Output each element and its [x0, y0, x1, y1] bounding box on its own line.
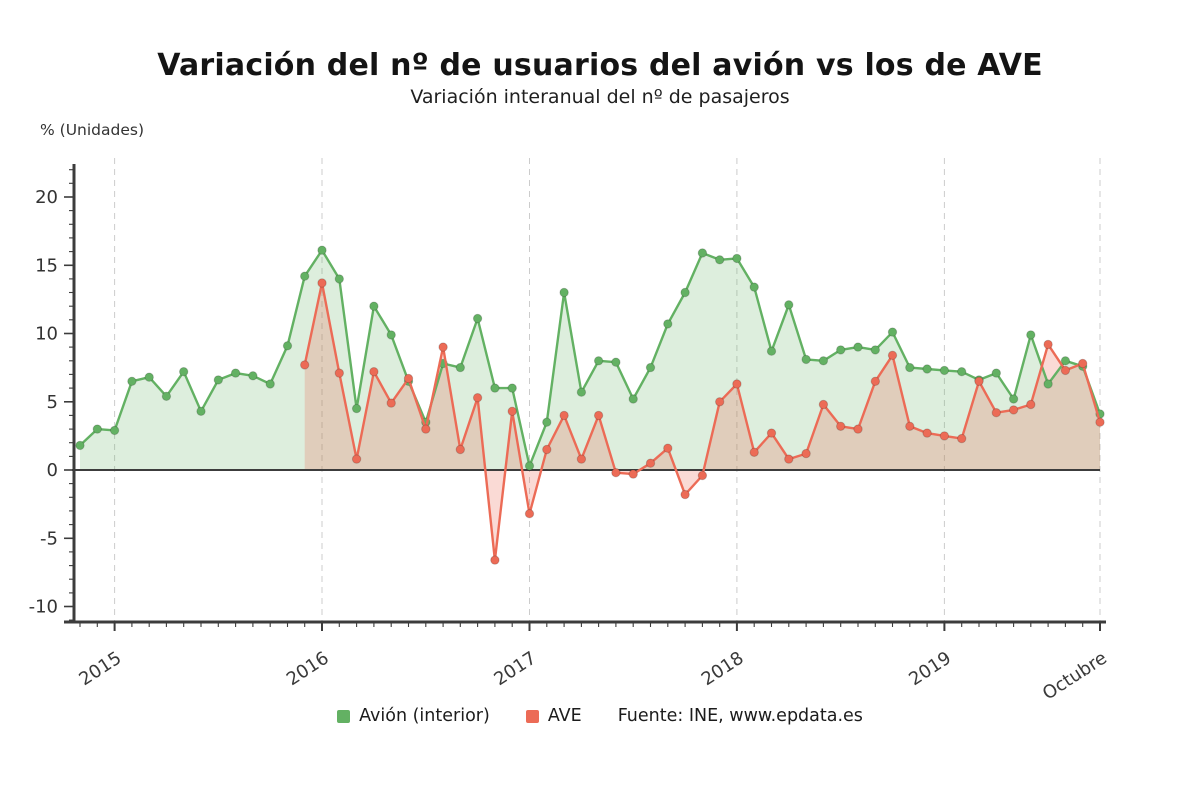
- source-text: Fuente: INE, www.epdata.es: [617, 706, 863, 726]
- ave-legend-label: AVE: [547, 706, 582, 726]
- svg-text:2015: 2015: [75, 648, 125, 691]
- avion-legend-swatch-icon: [337, 709, 351, 723]
- chart-title: Variación del nº de usuarios del avión v…: [157, 48, 1043, 84]
- chart-legend: Avión (interior) AVE Fuente: INE, www.ep…: [0, 706, 1200, 726]
- legend-item-ave: AVE: [525, 706, 582, 726]
- y-axis-unit-label: % (Unidades): [40, 121, 145, 139]
- svg-text:-10: -10: [29, 597, 58, 618]
- svg-text:2019: 2019: [905, 648, 955, 691]
- svg-text:5: 5: [47, 392, 58, 413]
- svg-text:2018: 2018: [698, 648, 748, 691]
- svg-text:2016: 2016: [283, 648, 333, 691]
- svg-text:Octubre: Octubre: [1039, 648, 1111, 705]
- chart-subtitle: Variación interanual del nº de pasajeros: [410, 86, 790, 108]
- svg-text:10: 10: [35, 324, 58, 345]
- avion-legend-label: Avión (interior): [359, 706, 490, 726]
- legend-item-avion: Avión (interior): [337, 706, 490, 726]
- svg-text:20: 20: [35, 187, 58, 208]
- svg-text:15: 15: [35, 255, 58, 276]
- svg-text:0: 0: [47, 460, 58, 481]
- svg-text:-5: -5: [40, 528, 58, 549]
- ave-legend-swatch-icon: [525, 709, 539, 723]
- svg-text:2017: 2017: [490, 648, 540, 691]
